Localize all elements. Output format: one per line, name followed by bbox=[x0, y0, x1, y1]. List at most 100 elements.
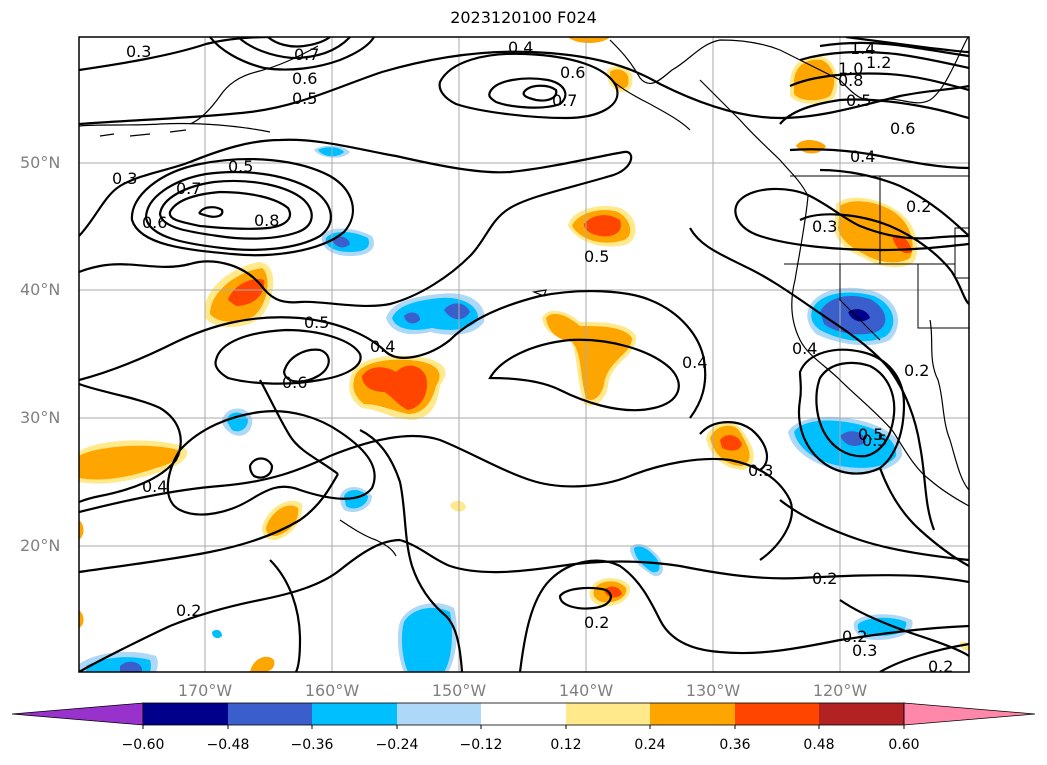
shade-region bbox=[794, 59, 835, 101]
lat-label: 40°N bbox=[20, 280, 61, 299]
negative-anomaly-shading bbox=[79, 145, 913, 672]
shade-region bbox=[584, 215, 621, 237]
colorbar-segment bbox=[650, 703, 735, 725]
contour-label: 0.7 bbox=[294, 45, 319, 64]
political-borders bbox=[784, 175, 969, 341]
positive-anomaly-shading bbox=[79, 37, 969, 672]
contour-label: 0.5 bbox=[292, 89, 317, 108]
colorbar-tick-label: 0.48 bbox=[803, 737, 835, 753]
contour-label: 0.2 bbox=[584, 613, 609, 632]
contour-label: 0.5 bbox=[858, 425, 883, 444]
map-frame bbox=[78, 36, 970, 673]
colorbar-outline bbox=[142, 702, 905, 726]
lat-label: 30°N bbox=[20, 408, 61, 427]
shade-region bbox=[226, 412, 248, 432]
contour-label: 0.8 bbox=[254, 211, 279, 230]
shade-region bbox=[634, 546, 660, 573]
contour-label: 1.2 bbox=[866, 53, 891, 72]
shade-region bbox=[318, 147, 344, 157]
colorbar-segment bbox=[735, 703, 819, 725]
contour-label: 0.2 bbox=[842, 627, 867, 646]
colorbar-tick-label: −0.12 bbox=[459, 737, 503, 753]
lon-label: 120°W bbox=[812, 681, 868, 700]
contour-label: 0.7 bbox=[176, 179, 201, 198]
contour-label: 0.5 bbox=[584, 247, 609, 266]
shade-region bbox=[546, 313, 632, 401]
colorbar-segment bbox=[228, 703, 312, 725]
colorbar-tick-label: 0.12 bbox=[550, 737, 582, 753]
colorbar-segment bbox=[566, 703, 650, 725]
colorbar-tick-label: −0.48 bbox=[206, 737, 250, 753]
contour-label: 1.0 bbox=[838, 59, 863, 78]
contour-label: 0.8 bbox=[838, 71, 863, 90]
contour-label: 0.3 bbox=[748, 461, 773, 480]
contour-label: 0.6 bbox=[560, 63, 585, 82]
contour-label: 0.6 bbox=[142, 213, 167, 232]
contour-label: 0.2 bbox=[176, 601, 201, 620]
shade-region bbox=[848, 309, 870, 322]
contour-label: 0.4 bbox=[792, 339, 817, 358]
colorbar-tick-label: −0.60 bbox=[121, 737, 165, 753]
contour-lines-lower bbox=[79, 290, 969, 672]
map-title: 2023120100 F024 bbox=[450, 8, 597, 27]
shade-region bbox=[79, 610, 84, 628]
contour-label: 0.3 bbox=[852, 641, 877, 660]
lat-label: 20°N bbox=[20, 536, 61, 555]
contour-label: 0.2 bbox=[928, 657, 953, 676]
graticule bbox=[79, 37, 969, 672]
shade-region bbox=[840, 431, 866, 446]
coastlines bbox=[79, 37, 969, 557]
shade-region bbox=[362, 365, 428, 410]
shade-region bbox=[250, 656, 275, 672]
shade-region bbox=[228, 279, 265, 306]
shade-region bbox=[450, 500, 466, 512]
shade-region bbox=[332, 236, 350, 248]
colorbar-tick-label: 0.60 bbox=[888, 737, 920, 753]
colorbar-under-triangle bbox=[11, 702, 144, 726]
colorbar-segment bbox=[481, 703, 566, 725]
contour-label: 0.5 bbox=[228, 157, 253, 176]
shade-region bbox=[720, 435, 742, 451]
lat-label: 50°N bbox=[20, 153, 61, 172]
shade-region bbox=[79, 520, 84, 540]
map-panel: 0.3 0.4 0.6 0.7 0.6 0.5 0.7 1.4 1.2 1.0 … bbox=[79, 37, 969, 676]
contour-label: 0.6 bbox=[282, 373, 307, 392]
lon-label: 150°W bbox=[431, 681, 487, 700]
shade-region bbox=[79, 445, 181, 480]
contour-label: 0.4 bbox=[370, 337, 395, 356]
contour-label: 0.5 bbox=[846, 91, 871, 110]
colorbar-segment bbox=[143, 703, 228, 725]
shade-region bbox=[212, 629, 222, 639]
lon-label: 140°W bbox=[558, 681, 614, 700]
colorbar-tick-label: 0.36 bbox=[719, 737, 751, 753]
colorbar-segment bbox=[397, 703, 481, 725]
shade-region bbox=[404, 312, 420, 324]
colorbar-tick-label: −0.24 bbox=[375, 737, 419, 753]
shade-region bbox=[401, 607, 452, 672]
contour-label: 0.2 bbox=[906, 197, 931, 216]
lon-label: 160°W bbox=[304, 681, 360, 700]
shade-region bbox=[444, 303, 470, 320]
shade-region bbox=[266, 505, 299, 536]
colorbar-over-triangle bbox=[903, 702, 1036, 726]
colorbar-tick-label: 0.24 bbox=[634, 737, 666, 753]
contour-label: 1.4 bbox=[850, 39, 875, 58]
colorbar bbox=[11, 702, 1036, 729]
contour-label: 0.2 bbox=[812, 569, 837, 588]
contour-label: 0.5 bbox=[304, 313, 329, 332]
shade-region bbox=[120, 661, 142, 672]
contour-label: 0.2 bbox=[904, 361, 929, 380]
colorbar-segment bbox=[819, 703, 904, 725]
shade-region bbox=[794, 420, 897, 468]
contour-label: 0.4 bbox=[850, 147, 875, 166]
contour-label: 0.6 bbox=[890, 119, 915, 138]
contour-label: 0.4 bbox=[682, 353, 707, 372]
lon-label: 130°W bbox=[685, 681, 741, 700]
lon-label: 170°W bbox=[177, 681, 233, 700]
colorbar-tick-label: −0.36 bbox=[290, 737, 334, 753]
contour-label: 0.7 bbox=[552, 91, 577, 110]
contour-label: 0.3 bbox=[126, 42, 151, 61]
contour-label: 0.3 bbox=[112, 169, 137, 188]
shade-region bbox=[604, 586, 622, 598]
